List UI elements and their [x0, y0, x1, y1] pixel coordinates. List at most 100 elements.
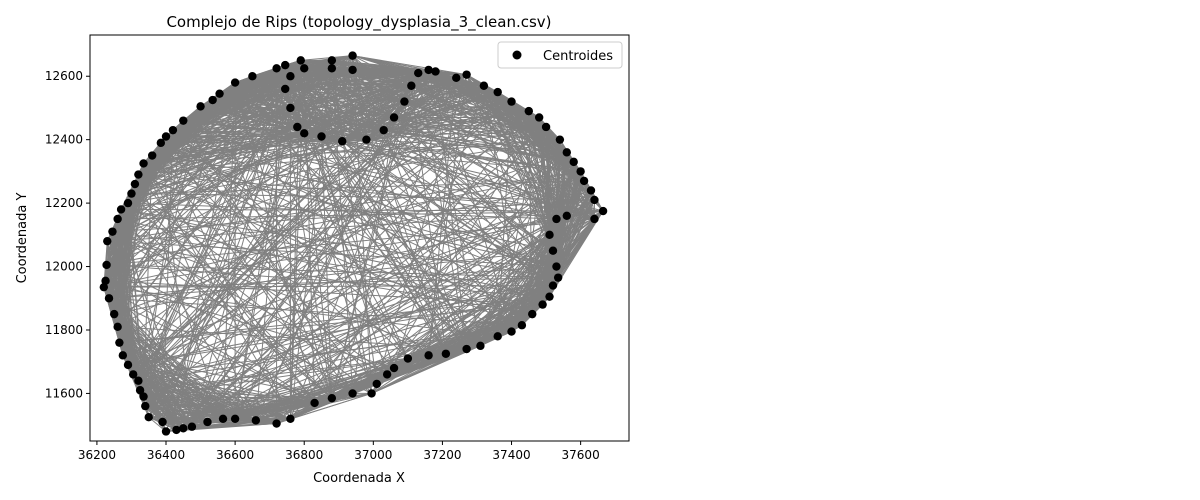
rips-edge	[276, 126, 547, 424]
rips-edge	[139, 76, 291, 391]
rips-edge	[303, 68, 343, 142]
rips-edge	[132, 74, 467, 375]
centroid-point	[590, 195, 599, 205]
rips-edge	[106, 264, 315, 404]
rips-edge	[285, 67, 333, 90]
centroid-point	[203, 417, 212, 427]
centroid-point	[389, 363, 399, 373]
centroid-point	[281, 60, 290, 70]
rips-edge	[290, 69, 353, 77]
rips-edge	[321, 136, 373, 394]
rips-edge	[303, 69, 353, 134]
centroid-point	[139, 159, 148, 168]
rips-edge	[235, 67, 305, 84]
centroid-point	[248, 72, 257, 81]
centroid-point	[230, 78, 240, 87]
rips-edge	[176, 215, 568, 431]
centroid-point	[562, 211, 572, 220]
rips-edge	[303, 68, 333, 134]
y-tick-label: 11600	[45, 386, 83, 400]
rips-edge	[234, 117, 395, 420]
centroid-point	[161, 132, 171, 141]
centroid-point	[208, 95, 217, 105]
rips-edge	[191, 423, 277, 428]
centroid-point	[215, 89, 224, 98]
centroid-point	[379, 125, 388, 135]
centroid-point	[109, 309, 119, 319]
rips-edge	[152, 107, 291, 157]
chart-title: Complejo de Rips (topology_dysplasia_3_c…	[166, 13, 551, 32]
rips-edge	[127, 202, 557, 220]
rips-edge	[352, 69, 419, 74]
rips-edge	[117, 136, 322, 220]
rips-edge	[127, 132, 305, 204]
centroid-point	[118, 351, 128, 360]
x-tick-label: 36600	[216, 448, 254, 462]
centroid-point	[139, 392, 148, 401]
centroid-point	[569, 157, 578, 167]
rips-edge	[131, 88, 286, 195]
plot-frame	[89, 34, 630, 442]
rips-edge	[255, 117, 395, 421]
centroid-point	[115, 338, 124, 347]
rips-edge	[304, 67, 405, 103]
centroid-point	[476, 341, 485, 351]
rips-edge	[148, 136, 322, 418]
rips-edge	[234, 170, 581, 420]
rips-edge	[113, 75, 291, 315]
rips-edge	[342, 140, 595, 220]
centroid-point	[128, 370, 138, 379]
points-layer	[99, 51, 608, 436]
rips-edge	[321, 129, 384, 137]
centroid-point	[479, 81, 489, 90]
rips-edge	[112, 107, 291, 233]
centroid-point	[104, 294, 114, 303]
centroid-point	[348, 389, 357, 398]
rips-edge	[127, 107, 291, 204]
legend-label: Centroides	[543, 49, 613, 64]
rips-edge	[404, 101, 561, 141]
rips-edge	[117, 107, 291, 328]
centroid-point	[555, 135, 565, 144]
rips-edge	[521, 139, 561, 326]
centroid-point	[348, 65, 357, 75]
rips-edge	[160, 107, 291, 144]
rips-edge	[366, 116, 540, 141]
rips-edge	[284, 88, 367, 141]
rips-edge	[103, 285, 553, 288]
rips-edge	[296, 126, 373, 394]
centroid-point	[144, 413, 153, 422]
centroid-point	[372, 379, 381, 389]
centroid-point	[590, 214, 599, 224]
centroid-point	[507, 97, 516, 106]
legend-marker	[512, 50, 522, 60]
rips-edge	[428, 234, 550, 356]
rips-edge	[365, 139, 447, 354]
rips-edge	[331, 67, 405, 103]
x-tick-label: 36800	[285, 448, 323, 462]
rips-edge	[549, 218, 595, 236]
centroid-point	[441, 349, 451, 358]
rips-edge	[342, 91, 498, 142]
centroid-point	[127, 189, 136, 198]
centroid-point	[286, 103, 295, 113]
rips-edge	[119, 296, 550, 344]
rips-edge	[106, 88, 286, 266]
rips-edge	[127, 126, 298, 204]
rips-edge	[290, 67, 332, 77]
centroid-point	[134, 376, 143, 385]
centroid-point	[517, 321, 527, 330]
centroid-point	[545, 230, 554, 240]
rips-edge	[383, 129, 468, 350]
y-tick-label: 11800	[45, 323, 83, 337]
centroid-point	[538, 300, 547, 309]
rips-edge	[296, 69, 353, 128]
rips-edge	[404, 101, 574, 163]
centroid-point	[389, 113, 399, 122]
centroid-point	[327, 64, 337, 73]
x-tick-label: 37600	[562, 448, 600, 462]
rips-edge	[331, 67, 385, 131]
centroid-point	[534, 113, 544, 122]
centroid-point	[493, 87, 502, 97]
rips-edge	[383, 126, 547, 131]
